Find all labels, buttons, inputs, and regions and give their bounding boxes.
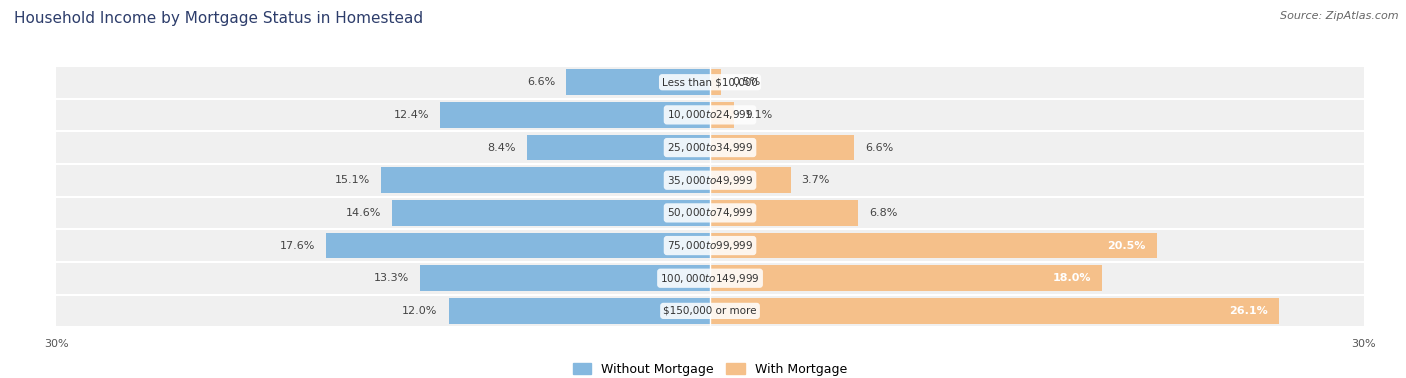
Bar	[710, 70, 721, 95]
Bar	[392, 200, 710, 226]
Bar	[710, 200, 858, 226]
Text: $10,000 to $24,999: $10,000 to $24,999	[666, 108, 754, 121]
Text: 6.6%: 6.6%	[865, 143, 893, 153]
Bar	[710, 102, 734, 128]
Bar	[449, 298, 710, 324]
Text: 6.6%: 6.6%	[527, 77, 555, 87]
Text: 17.6%: 17.6%	[280, 240, 315, 251]
Bar	[56, 99, 1364, 130]
Text: $25,000 to $34,999: $25,000 to $34,999	[666, 141, 754, 154]
Text: 12.4%: 12.4%	[394, 110, 429, 120]
Text: $35,000 to $49,999: $35,000 to $49,999	[666, 174, 754, 187]
Text: $100,000 to $149,999: $100,000 to $149,999	[661, 272, 759, 285]
Bar	[710, 298, 1279, 324]
Legend: Without Mortgage, With Mortgage: Without Mortgage, With Mortgage	[568, 358, 852, 378]
Text: 20.5%: 20.5%	[1108, 240, 1146, 251]
Text: 3.7%: 3.7%	[801, 175, 830, 185]
Bar	[326, 233, 710, 258]
Text: Source: ZipAtlas.com: Source: ZipAtlas.com	[1281, 11, 1399, 21]
Text: 13.3%: 13.3%	[374, 273, 409, 283]
Bar	[56, 67, 1364, 98]
Bar	[440, 102, 710, 128]
Bar	[567, 70, 710, 95]
Bar	[56, 132, 1364, 163]
Bar	[56, 263, 1364, 294]
Bar	[710, 233, 1157, 258]
Bar	[527, 135, 710, 160]
Text: 1.1%: 1.1%	[745, 110, 773, 120]
Text: $75,000 to $99,999: $75,000 to $99,999	[666, 239, 754, 252]
Bar	[381, 167, 710, 193]
Bar	[420, 265, 710, 291]
Text: Household Income by Mortgage Status in Homestead: Household Income by Mortgage Status in H…	[14, 11, 423, 26]
Bar	[56, 198, 1364, 228]
Text: $150,000 or more: $150,000 or more	[664, 306, 756, 316]
Bar	[710, 167, 790, 193]
Bar	[56, 230, 1364, 261]
Text: 0.5%: 0.5%	[731, 77, 761, 87]
Bar	[56, 296, 1364, 326]
Text: 14.6%: 14.6%	[346, 208, 381, 218]
Bar	[710, 265, 1102, 291]
Text: 18.0%: 18.0%	[1053, 273, 1091, 283]
Bar	[56, 165, 1364, 195]
Text: 6.8%: 6.8%	[869, 208, 897, 218]
Text: 15.1%: 15.1%	[335, 175, 370, 185]
Text: 8.4%: 8.4%	[488, 143, 516, 153]
Text: $50,000 to $74,999: $50,000 to $74,999	[666, 206, 754, 219]
Bar	[710, 135, 853, 160]
Text: 26.1%: 26.1%	[1229, 306, 1268, 316]
Text: 12.0%: 12.0%	[402, 306, 437, 316]
Text: Less than $10,000: Less than $10,000	[662, 77, 758, 87]
